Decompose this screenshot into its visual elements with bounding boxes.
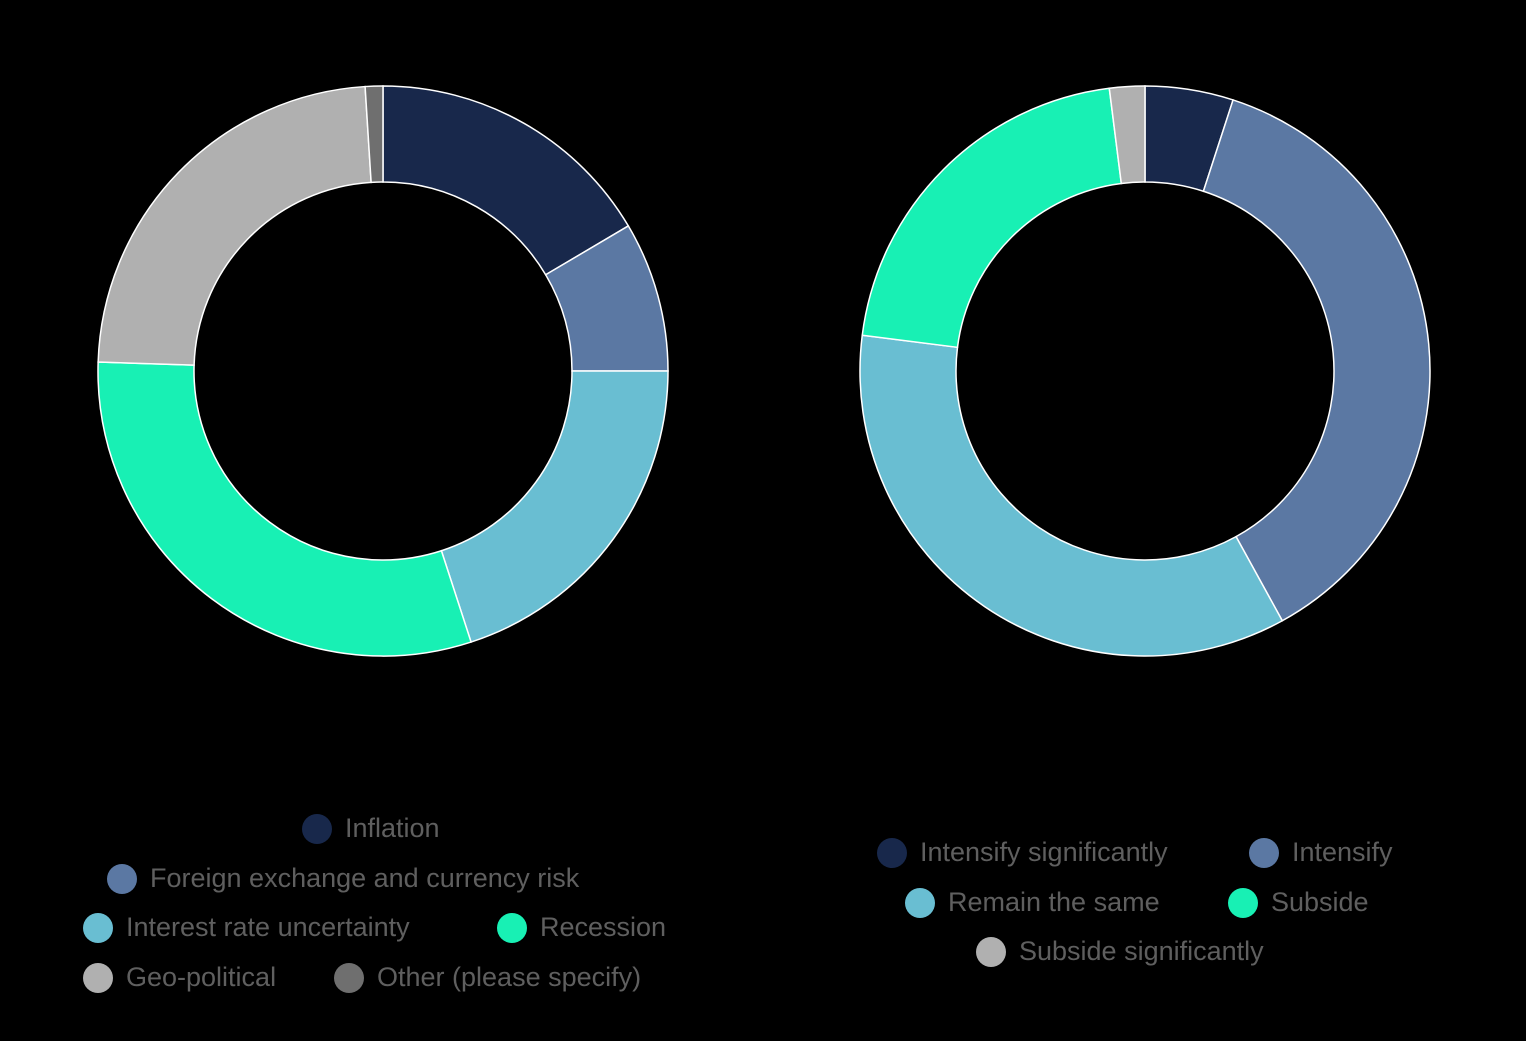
chart-0-slice-interest-rate-uncertainty <box>440 370 669 643</box>
chart-1-slice-intensify <box>1202 99 1431 622</box>
chart-0-slice-recession <box>97 361 473 657</box>
chart-0-legend-item-recession: Recession <box>497 912 666 943</box>
chart-1-legend-label-subside-significantly: Subside significantly <box>1019 936 1264 966</box>
chart-0-slice-other-please-specify <box>364 85 384 184</box>
chart-1-legend-item-intensify-significantly: Intensify significantly <box>877 837 1168 868</box>
chart-0-legend-item-other-please-specify: Other (please specify) <box>334 962 641 993</box>
chart-1-slice-subside <box>861 87 1123 349</box>
chart-0-legend-swatch-geo-political <box>83 963 113 993</box>
chart-1-legend-label-intensify-significantly: Intensify significantly <box>920 837 1168 867</box>
chart-1-legend-item-subside: Subside <box>1228 887 1369 918</box>
chart-1-legend-swatch-subside <box>1228 888 1258 918</box>
chart-0-slice-geo-political <box>97 85 372 366</box>
chart-1-donut <box>859 85 1431 657</box>
chart-1-legend-swatch-subside-significantly <box>976 937 1006 967</box>
chart-1-legend: Intensify significantly Intensify Remain t… <box>877 837 1393 967</box>
chart-1-legend-label-remain-the-same: Remain the same <box>948 887 1160 917</box>
chart-0-slice-inflation <box>382 85 630 276</box>
chart-1-legend-swatch-intensify-significantly <box>877 838 907 868</box>
chart-0-legend-label-inflation: Inflation <box>345 813 440 843</box>
chart-0-legend-label-geo-political: Geo-political <box>126 962 276 992</box>
chart-0-legend-label-foreign-exchange-and-currency-risk: Foreign exchange and currency risk <box>150 863 580 893</box>
chart-0-legend-item-foreign-exchange-and-currency-risk: Foreign exchange and currency risk <box>107 863 580 894</box>
chart-0-legend-item-geo-political: Geo-political <box>83 962 276 993</box>
chart-1-slice-remain-the-same <box>859 334 1284 657</box>
chart-0-legend-label-interest-rate-uncertainty: Interest rate uncertainty <box>126 912 410 942</box>
chart-0-legend-swatch-foreign-exchange-and-currency-risk <box>107 864 137 894</box>
chart-0-legend-swatch-recession <box>497 913 527 943</box>
chart-1-legend-swatch-intensify <box>1249 838 1279 868</box>
chart-0-legend-item-inflation: Inflation <box>302 813 440 844</box>
chart-0-legend-label-other-please-specify: Other (please specify) <box>377 962 641 992</box>
chart-1-slice-subside-significantly <box>1108 85 1146 185</box>
chart-1-legend-item-remain-the-same: Remain the same <box>905 887 1160 918</box>
chart-1-legend-item-subside-significantly: Subside significantly <box>976 936 1264 967</box>
chart-0-legend-swatch-inflation <box>302 814 332 844</box>
chart-1-legend-item-intensify: Intensify <box>1249 837 1393 868</box>
chart-0-donut <box>97 85 669 657</box>
chart-0-legend-label-recession: Recession <box>540 912 666 942</box>
chart-0-legend-swatch-other-please-specify <box>334 963 364 993</box>
chart-1-legend-swatch-remain-the-same <box>905 888 935 918</box>
chart-0-legend-item-interest-rate-uncertainty: Interest rate uncertainty <box>83 912 410 943</box>
chart-1-legend-label-subside: Subside <box>1271 887 1369 917</box>
chart-0-legend-swatch-interest-rate-uncertainty <box>83 913 113 943</box>
chart-0-legend: Inflation Foreign exchange and currency r… <box>83 813 666 993</box>
chart-1-legend-label-intensify: Intensify <box>1292 837 1393 867</box>
